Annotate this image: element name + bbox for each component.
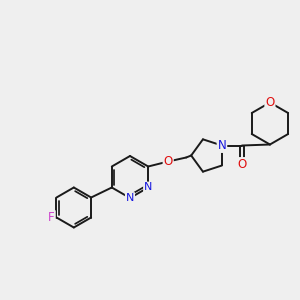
Text: O: O: [265, 96, 274, 109]
Text: F: F: [48, 211, 55, 224]
Text: O: O: [237, 158, 247, 171]
Text: O: O: [164, 155, 173, 168]
Text: N: N: [218, 139, 226, 152]
Text: N: N: [144, 182, 152, 193]
Text: N: N: [126, 193, 134, 203]
